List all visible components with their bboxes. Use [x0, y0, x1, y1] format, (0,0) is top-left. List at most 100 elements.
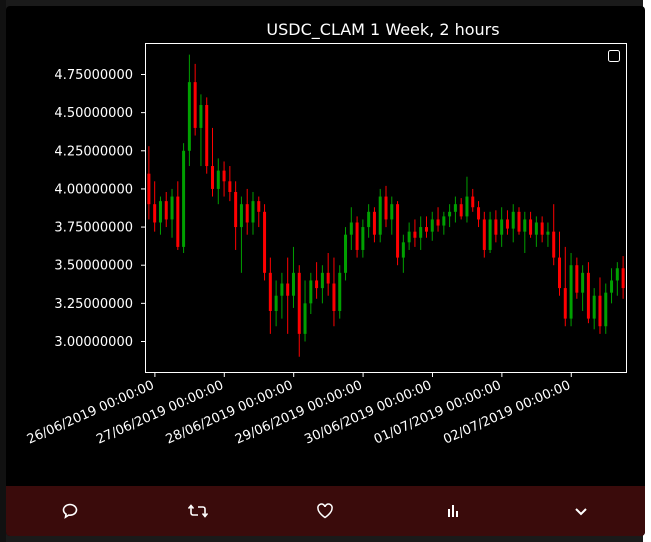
candle — [424, 216, 428, 238]
candle — [488, 211, 492, 254]
candle — [263, 204, 267, 281]
chart-title: USDC_CLAM 1 Week, 2 hours — [266, 20, 499, 40]
x-tick-label: 02/07/2019 00:00:00 — [441, 378, 573, 448]
candle — [372, 207, 376, 243]
candle — [575, 257, 579, 299]
x-tick-label: 26/06/2019 00:00:00 — [25, 378, 157, 448]
candle — [529, 211, 533, 238]
candle — [245, 188, 249, 235]
candle — [338, 265, 342, 319]
y-tick-label: 3.00000000 — [54, 335, 133, 350]
heart-icon — [317, 503, 334, 519]
candle — [355, 216, 359, 258]
retweet-icon — [187, 504, 208, 518]
y-tick-label: 4.25000000 — [54, 144, 133, 159]
candle — [407, 222, 411, 250]
candle — [563, 246, 567, 327]
speech-bubble-icon — [62, 503, 78, 519]
x-tick-label: 28/06/2019 00:00:00 — [164, 378, 296, 448]
candle — [164, 191, 168, 228]
candlestick-chart: USDC_CLAM 1 Week, 2 hours 3.00000000 3.25… — [25, 20, 627, 448]
more-options-button[interactable] — [517, 486, 645, 536]
candle — [326, 253, 330, 296]
candle — [193, 63, 197, 136]
candle — [477, 201, 481, 228]
candle — [384, 185, 388, 228]
candle — [534, 216, 538, 247]
candle — [268, 257, 272, 334]
candle — [222, 161, 226, 197]
chevron-down-icon — [575, 508, 587, 516]
retweet-button[interactable] — [134, 486, 262, 536]
candles-group — [147, 54, 625, 357]
y-tick-label: 4.00000000 — [54, 182, 133, 197]
candle — [320, 265, 324, 304]
candle — [505, 210, 509, 235]
candle — [274, 280, 278, 327]
candle — [291, 246, 295, 308]
candle — [182, 143, 186, 254]
candle — [592, 288, 596, 330]
candle — [297, 265, 301, 357]
candle — [239, 196, 243, 273]
y-tick-label: 3.75000000 — [54, 221, 133, 236]
candle — [453, 196, 457, 223]
candle — [581, 265, 585, 311]
candle — [569, 253, 573, 327]
candle — [211, 127, 215, 197]
like-button[interactable] — [262, 486, 390, 536]
y-axis: 3.00000000 3.25000000 3.50000000 3.75000000… — [54, 68, 146, 350]
candle — [147, 146, 151, 220]
candle — [598, 277, 602, 334]
candle — [523, 211, 527, 254]
candle — [187, 54, 191, 167]
legend-box — [608, 50, 620, 62]
y-tick-label: 4.75000000 — [54, 68, 133, 83]
y-tick-label: 3.25000000 — [54, 297, 133, 312]
candle — [511, 204, 515, 243]
candle — [344, 227, 348, 281]
candle — [158, 196, 162, 235]
candle — [205, 97, 209, 174]
y-tick-label: 3.50000000 — [54, 259, 133, 274]
x-tick-label: 30/06/2019 00:00:00 — [302, 378, 434, 448]
candle — [216, 158, 220, 205]
candle — [349, 207, 353, 250]
candle — [482, 211, 486, 258]
candle — [500, 207, 504, 247]
candle — [401, 234, 405, 273]
candle — [430, 211, 434, 241]
candle — [615, 262, 619, 296]
candle — [621, 256, 625, 299]
candle — [396, 201, 400, 266]
candle — [378, 188, 382, 243]
tweet-action-bar — [6, 486, 645, 536]
candle — [303, 280, 307, 342]
background-right — [643, 0, 651, 542]
candle — [176, 181, 180, 250]
candle — [465, 176, 469, 223]
candle — [153, 181, 157, 232]
candle — [442, 211, 446, 235]
tweet-media-card: USDC_CLAM 1 Week, 2 hours 3.00000000 3.25… — [6, 6, 645, 536]
candle — [413, 219, 417, 247]
candle — [251, 191, 255, 235]
candle — [280, 272, 284, 319]
stats-button[interactable] — [389, 486, 517, 536]
candle — [540, 216, 544, 243]
candle — [170, 188, 174, 238]
candle — [228, 166, 232, 202]
candle — [199, 94, 203, 167]
candle — [390, 196, 394, 235]
candle — [494, 210, 498, 243]
candle — [361, 219, 365, 258]
background-left — [0, 0, 6, 542]
x-tick-label: 29/06/2019 00:00:00 — [233, 378, 365, 448]
candle — [586, 262, 590, 324]
x-tick-label: 27/06/2019 00:00:00 — [94, 378, 226, 448]
candle — [286, 257, 290, 334]
bar-chart-icon — [448, 505, 459, 517]
candle — [459, 198, 463, 220]
reply-button[interactable] — [6, 486, 134, 536]
